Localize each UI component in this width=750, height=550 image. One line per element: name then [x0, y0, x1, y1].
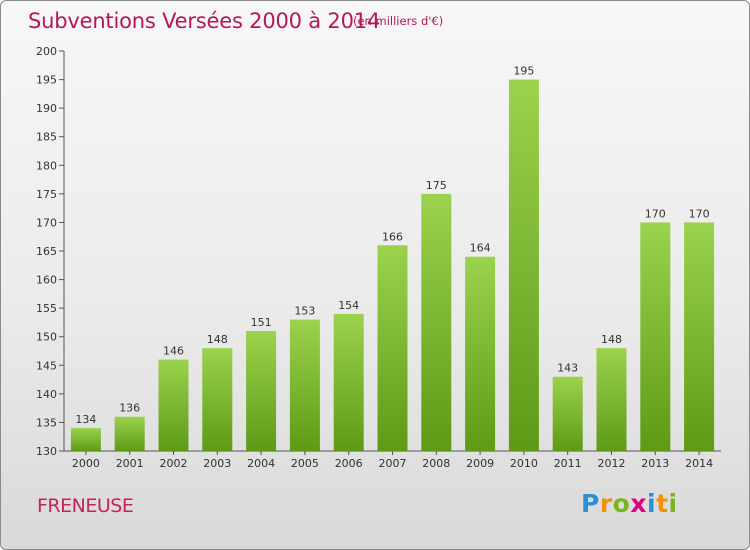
bar-value-label: 153 — [294, 305, 315, 318]
x-tick-label: 2005 — [291, 457, 319, 470]
x-tick-label: 2006 — [335, 457, 363, 470]
bar-value-label: 143 — [557, 362, 578, 375]
x-tick-label: 2000 — [72, 457, 100, 470]
x-tick-label: 2007 — [379, 457, 407, 470]
bar-value-label: 136 — [119, 402, 140, 415]
bar-value-label: 195 — [513, 65, 534, 78]
y-tick-label: 195 — [36, 74, 57, 87]
bar — [596, 348, 627, 451]
bar — [465, 256, 496, 451]
bar-value-label: 170 — [689, 207, 710, 220]
x-tick-label: 2011 — [554, 457, 582, 470]
x-tick-label: 2014 — [685, 457, 713, 470]
unit-note: (en milliers d'€) — [353, 14, 444, 28]
bar-value-label: 170 — [645, 207, 666, 220]
y-tick-label: 150 — [36, 331, 57, 344]
x-tick-label: 2009 — [466, 457, 494, 470]
logo-letter: r — [599, 489, 613, 518]
y-tick-label: 185 — [36, 131, 57, 144]
x-tick-label: 2001 — [116, 457, 144, 470]
logo-letter: P — [581, 489, 600, 518]
bar — [158, 359, 189, 451]
y-tick-label: 145 — [36, 359, 57, 372]
bar-value-label: 148 — [601, 333, 622, 346]
x-tick-label: 2013 — [641, 457, 669, 470]
commune-name: FRENEUSE — [37, 495, 134, 517]
bar-value-label: 166 — [382, 230, 403, 243]
bar — [684, 222, 715, 451]
y-tick-label: 170 — [36, 216, 57, 229]
y-tick-label: 200 — [36, 45, 57, 58]
proxiti-logo: Proxiti — [581, 489, 678, 518]
bar — [70, 428, 101, 451]
bar-value-label: 134 — [75, 413, 96, 426]
x-tick-label: 2002 — [160, 457, 188, 470]
x-tick-label: 2008 — [422, 457, 450, 470]
logo-letter: x — [630, 489, 647, 518]
y-tick-label: 155 — [36, 302, 57, 315]
bar — [202, 348, 233, 451]
bar-value-label: 175 — [426, 179, 447, 192]
bar — [377, 245, 408, 451]
bar-value-label: 148 — [207, 333, 228, 346]
y-tick-label: 130 — [36, 445, 57, 458]
y-tick-label: 135 — [36, 416, 57, 429]
bar — [640, 222, 671, 451]
bar-value-label: 146 — [163, 345, 184, 358]
y-tick-label: 160 — [36, 274, 57, 287]
x-tick-label: 2010 — [510, 457, 538, 470]
bar-value-label: 154 — [338, 299, 359, 312]
bar-value-label: 151 — [251, 316, 272, 329]
bar — [552, 376, 583, 451]
y-tick-label: 175 — [36, 188, 57, 201]
bar — [114, 416, 145, 451]
bar — [246, 331, 277, 451]
bar — [333, 313, 364, 451]
bar — [289, 319, 320, 451]
logo-letter: t — [656, 489, 669, 518]
y-tick-label: 140 — [36, 388, 57, 401]
logo-letter: i — [647, 489, 657, 518]
x-tick-label: 2012 — [598, 457, 626, 470]
y-tick-label: 190 — [36, 102, 57, 115]
logo-letter: i — [668, 489, 678, 518]
y-tick-label: 165 — [36, 245, 57, 258]
y-tick-label: 180 — [36, 159, 57, 172]
bar-value-label: 164 — [470, 242, 491, 255]
x-tick-label: 2004 — [247, 457, 275, 470]
logo-letter: o — [612, 489, 631, 518]
bar — [508, 79, 539, 452]
x-tick-label: 2003 — [203, 457, 231, 470]
bar — [421, 193, 452, 451]
chart-title: Subventions Versées 2000 à 2014 — [28, 9, 381, 33]
